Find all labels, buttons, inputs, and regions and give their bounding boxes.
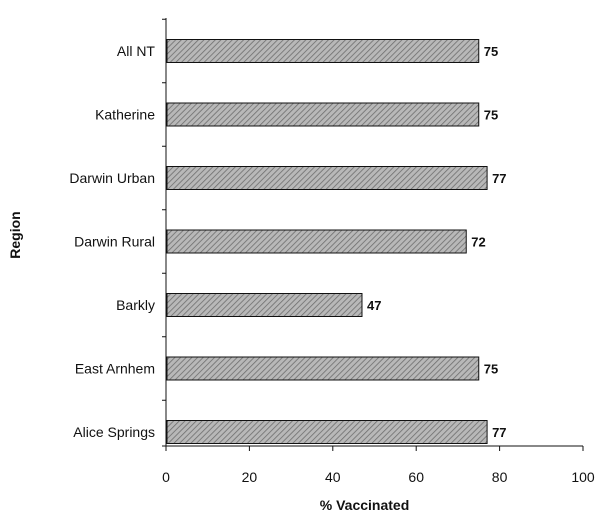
bar [166, 39, 480, 63]
category-label: East Arnhem [75, 361, 155, 377]
bar [166, 420, 488, 444]
x-tick-label: 80 [492, 469, 508, 485]
category-label: Alice Springs [73, 424, 155, 440]
bar [166, 356, 480, 381]
ticks-layer [162, 18, 584, 451]
bars-layer [166, 39, 488, 444]
y-axis-title: Region [7, 211, 23, 258]
x-tick-label: 0 [162, 469, 170, 485]
x-tick-label: 40 [325, 469, 341, 485]
category-label: All NT [117, 43, 156, 59]
labels-layer: All NT 75 Katherine 75 Darwin Urban 77 Darwin … [69, 43, 594, 485]
bar [166, 229, 467, 254]
category-label: Darwin Rural [74, 234, 155, 250]
data-label: 72 [471, 235, 485, 250]
x-tick-label: 60 [408, 469, 424, 485]
x-axis-title: % Vaccinated [320, 497, 410, 513]
data-label: 47 [367, 298, 381, 313]
data-label: 75 [484, 44, 498, 59]
category-label: Katherine [95, 107, 155, 123]
data-label: 75 [484, 362, 498, 377]
data-label: 77 [492, 171, 506, 186]
data-label: 75 [484, 108, 498, 123]
axes-layer [165, 18, 583, 447]
data-label: 77 [492, 425, 506, 440]
bar [166, 293, 363, 317]
x-tick-label: 100 [571, 469, 595, 485]
category-label: Darwin Urban [69, 170, 155, 186]
bar [166, 166, 488, 190]
category-label: Barkly [116, 297, 155, 313]
x-tick-label: 20 [242, 469, 258, 485]
bar [166, 102, 480, 127]
